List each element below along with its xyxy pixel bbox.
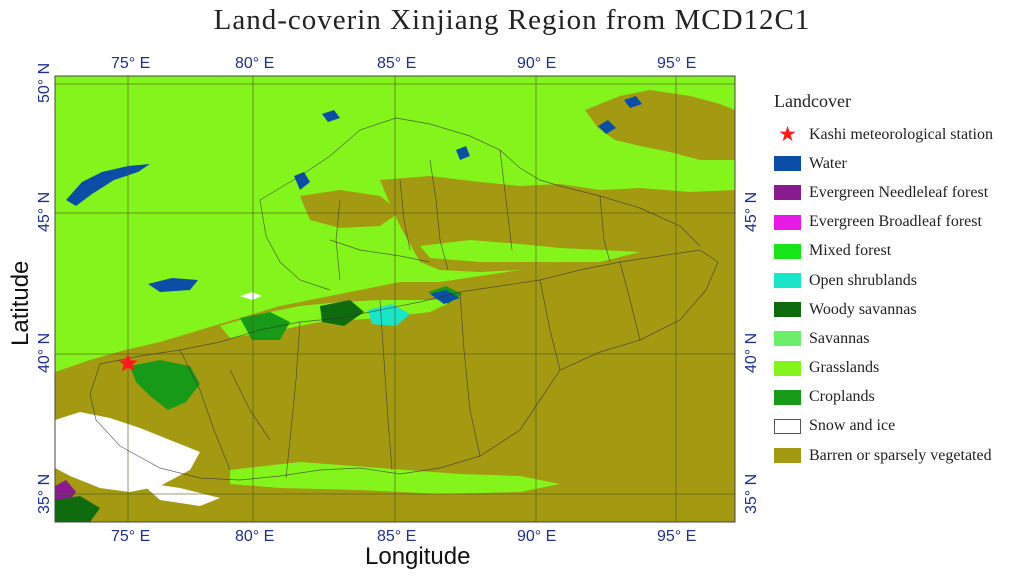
- tick-lon-90-bottom: 90° E: [517, 528, 556, 545]
- water-north-east-2: [624, 96, 642, 108]
- open-shrubland-patch: [368, 304, 410, 326]
- legend-label: Barren or sparsely vegetated: [809, 446, 992, 464]
- legend-label: Snow and ice: [809, 417, 896, 435]
- latitude-ticks-left: 50° N 45° N 40° N 35° N: [36, 63, 53, 514]
- tick-lon-95-bottom: 95° E: [657, 528, 696, 545]
- legend-label: Savannas: [809, 329, 870, 347]
- tick-lon-75-top: 75° E: [111, 55, 150, 72]
- legend-item: Woody savannas: [770, 295, 1024, 324]
- legend-swatch: [774, 185, 801, 201]
- legend-swatch: [774, 156, 801, 172]
- barren-region-northeast: [585, 90, 735, 160]
- water-balkhash: [66, 164, 150, 206]
- map-frame: [54, 75, 736, 523]
- legend-swatch: [774, 360, 801, 376]
- woody-savanna-tianshan: [320, 300, 364, 326]
- tick-lat-35-right: 35° N: [743, 474, 760, 514]
- water-bosten: [430, 290, 460, 304]
- barren-region-junggar: [300, 190, 400, 228]
- map-area: [55, 76, 735, 522]
- legend-swatch: [774, 214, 801, 230]
- y-axis-label: Latitude: [7, 261, 34, 346]
- legend-swatch: [774, 418, 801, 434]
- star-icon: ★: [778, 122, 797, 147]
- legend-item: Snow and ice: [770, 412, 1024, 441]
- legend-item: Savannas: [770, 324, 1024, 353]
- water-issyk-kul: [148, 278, 198, 292]
- legend-label: Croplands: [809, 388, 875, 406]
- legend-item: Croplands: [770, 383, 1024, 412]
- legend-item: Water: [770, 149, 1024, 178]
- tick-lon-90-top: 90° E: [517, 55, 556, 72]
- water-ulungur: [456, 146, 470, 160]
- water-north-east: [598, 120, 616, 134]
- legend-items: ★ Kashi meteorological station Water Evergr…: [770, 120, 1024, 470]
- longitude-ticks-top: 75° E 80° E 85° E 90° E 95° E: [111, 55, 696, 72]
- tick-lon-75-bottom: 75° E: [111, 528, 150, 545]
- graticule: [55, 76, 735, 522]
- legend-title: Landcover: [774, 91, 851, 111]
- legend-label: Woody savannas: [809, 300, 917, 318]
- legend-item: ★ Kashi meteorological station: [770, 120, 1024, 149]
- tick-lon-85-top: 85° E: [377, 55, 416, 72]
- tick-lon-80-top: 80° E: [235, 55, 274, 72]
- county-boundaries: [89, 117, 719, 481]
- water-alakol: [294, 172, 310, 190]
- tick-lat-45-right: 45° N: [743, 192, 760, 232]
- grass-strip-north-tarim: [420, 240, 640, 262]
- legend-label: Mixed forest: [809, 242, 892, 260]
- tick-lat-35-left: 35° N: [36, 474, 53, 514]
- x-axis-label: Longitude: [365, 543, 470, 570]
- tick-lon-85-bottom: 85° E: [377, 528, 416, 545]
- snow-patch-tianshan: [240, 292, 262, 300]
- legend-label: Evergreen Needleleaf forest: [809, 183, 989, 201]
- legend-label: Evergreen Broadleaf forest: [809, 213, 982, 231]
- legend-item: Barren or sparsely vegetated: [770, 441, 1024, 470]
- latitude-ticks-right: 45° N 40° N 35° N: [743, 192, 760, 514]
- legend-label: Open shrublands: [809, 271, 917, 289]
- legend-item: Evergreen Needleleaf forest: [770, 178, 1024, 207]
- tick-lat-50-left: 50° N: [36, 63, 53, 103]
- woody-savanna-patch: [55, 496, 100, 522]
- legend-label: Grasslands: [809, 359, 880, 377]
- legend-swatch: [774, 273, 801, 289]
- legend-item: Mixed forest: [770, 237, 1024, 266]
- snow-region-west: [55, 412, 200, 492]
- legend-swatch: [774, 389, 801, 405]
- legend: Landcover ★ Kashi meteorological station W…: [770, 90, 1024, 470]
- cropland-patch-kashi: [130, 360, 200, 410]
- legend-swatch: [774, 331, 801, 347]
- legend-swatch: [774, 448, 801, 464]
- longitude-ticks-bottom: 75° E 80° E 85° E 90° E 95° E: [111, 528, 696, 545]
- tick-lon-95-top: 95° E: [657, 55, 696, 72]
- legend-label: Kashi meteorological station: [809, 125, 993, 143]
- tick-lon-80-bottom: 80° E: [235, 528, 274, 545]
- legend-item: Evergreen Broadleaf forest: [770, 208, 1024, 237]
- legend-label: Water: [809, 154, 847, 172]
- water-zaysan: [322, 110, 340, 122]
- legend-swatch: [774, 302, 801, 318]
- legend-item: Open shrublands: [770, 266, 1024, 295]
- tick-lat-45-left: 45° N: [36, 192, 53, 232]
- map-title: Land-coverin Xinjiang Region from MCD12C…: [213, 4, 811, 36]
- legend-swatch: [774, 243, 801, 259]
- tick-lat-40-left: 40° N: [36, 333, 53, 373]
- cropland-patch-aksu: [240, 312, 290, 340]
- legend-item: Grasslands: [770, 354, 1024, 383]
- kashi-station-star-icon: [118, 354, 138, 372]
- tick-lat-40-right: 40° N: [743, 333, 760, 373]
